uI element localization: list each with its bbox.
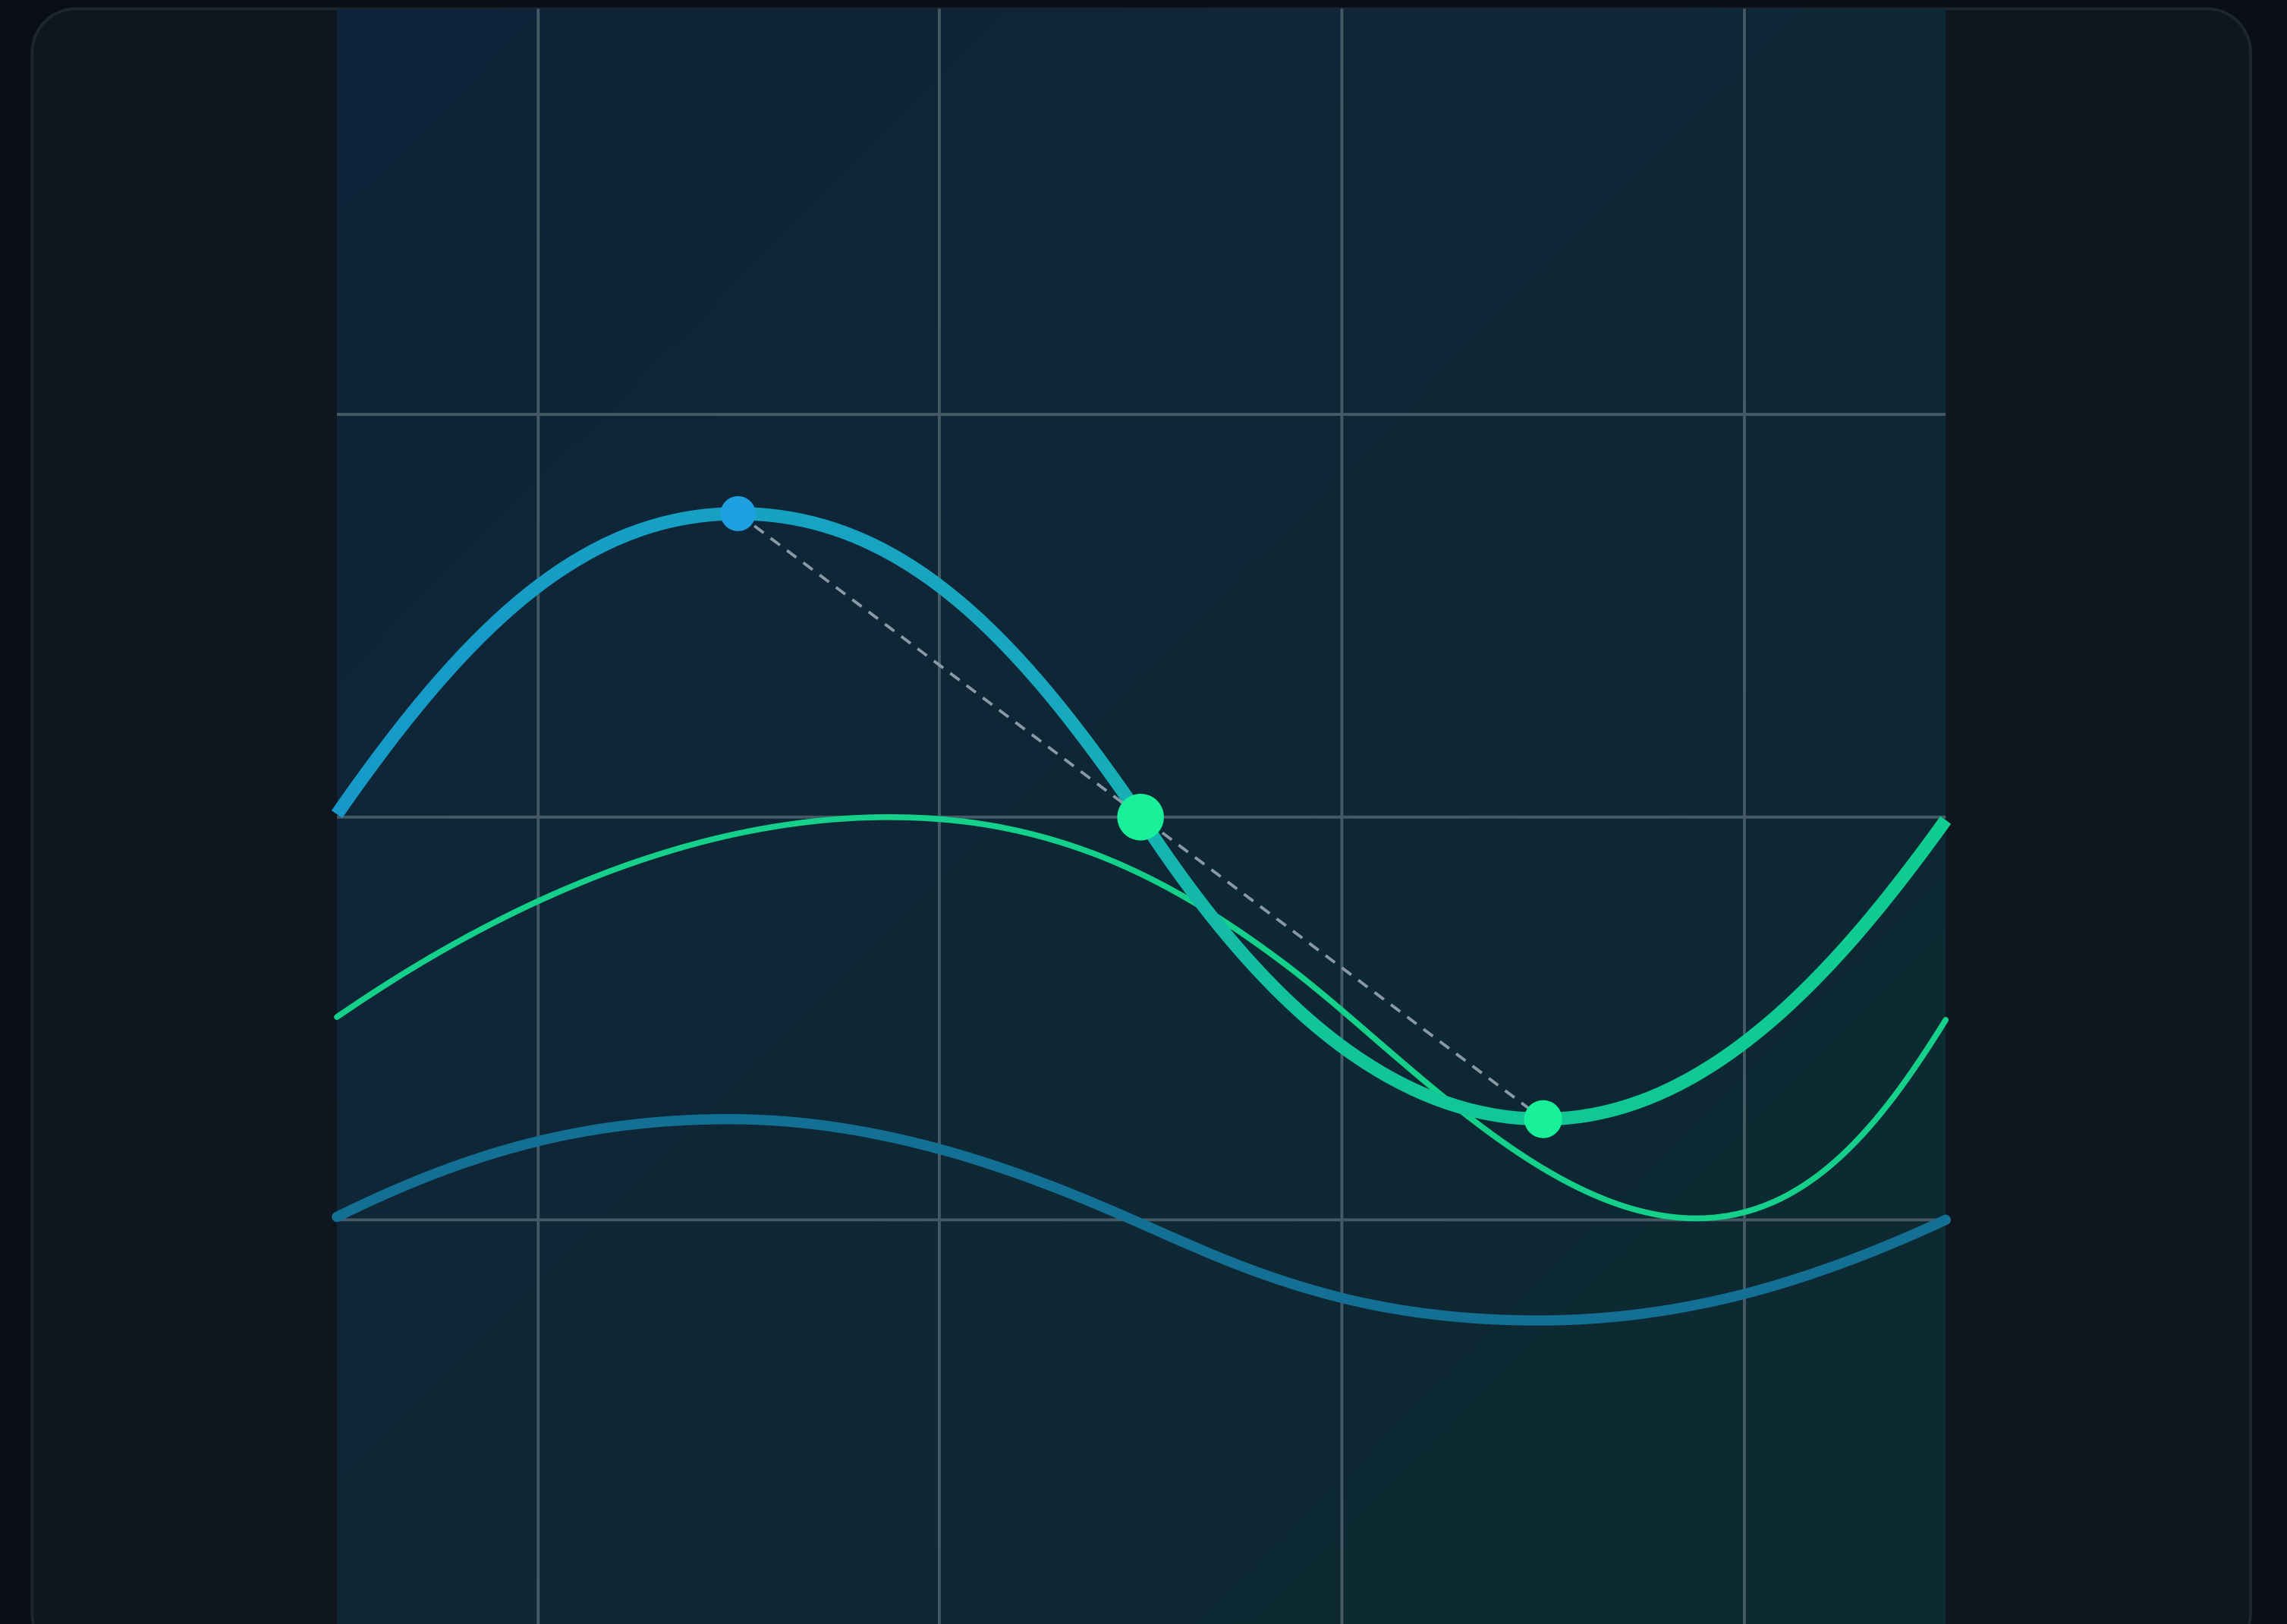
- handle-point[interactable]: [720, 496, 756, 531]
- thin-curve: [334, 814, 1949, 1222]
- connector: [737, 512, 1544, 1121]
- handle-point[interactable]: [1524, 1100, 1562, 1138]
- low-curve: [332, 1114, 1951, 1326]
- handle-point[interactable]: [1117, 793, 1164, 841]
